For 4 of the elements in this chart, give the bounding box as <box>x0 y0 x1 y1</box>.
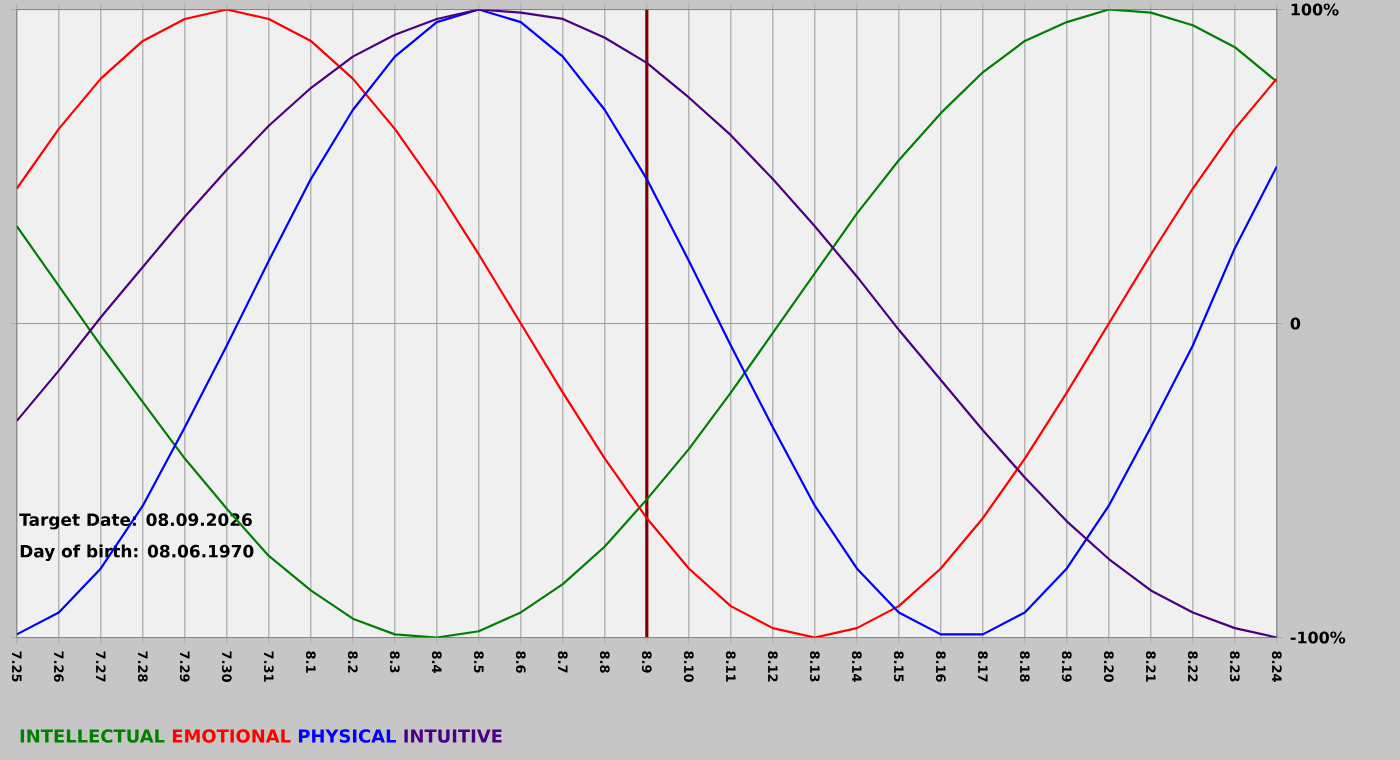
text: INTUITIVE <box>404 729 502 743</box>
text: PHYSICAL <box>298 729 397 743</box>
text: EMOTIONAL <box>172 729 291 743</box>
text: INTELLECTUAL <box>20 729 165 743</box>
